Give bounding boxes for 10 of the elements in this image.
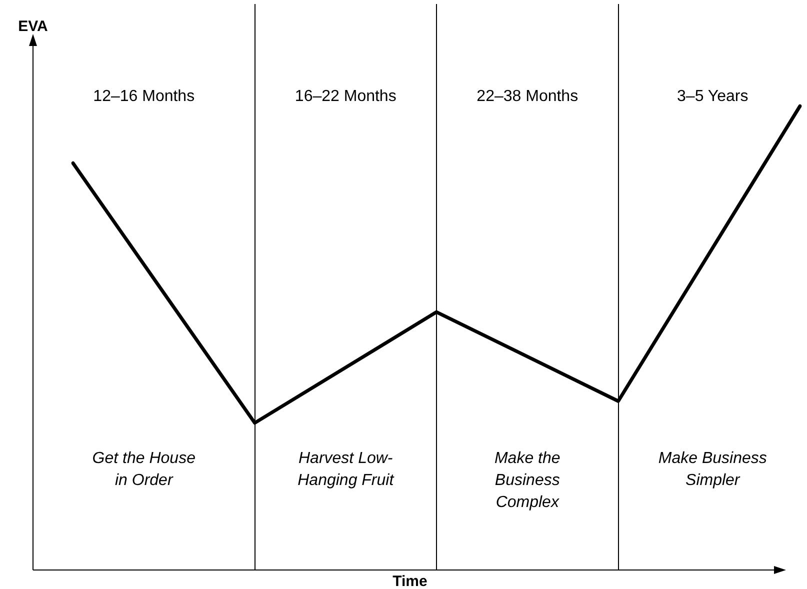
y-axis-title: EVA — [18, 18, 48, 35]
annotation: Make Business Simpler — [658, 450, 767, 489]
annotation: Get the House in Order — [92, 450, 196, 489]
text: 3–5 Years — [677, 88, 748, 105]
x-axis-title: Time — [392, 573, 428, 589]
text: 16–22 Months — [294, 88, 396, 105]
text: 12–16 Months — [93, 88, 195, 105]
annotation: Make the Business Complex — [494, 450, 560, 511]
text: 22–38 Months — [476, 88, 578, 105]
annotation: Harvest Low- Hanging Fruit — [298, 450, 394, 489]
